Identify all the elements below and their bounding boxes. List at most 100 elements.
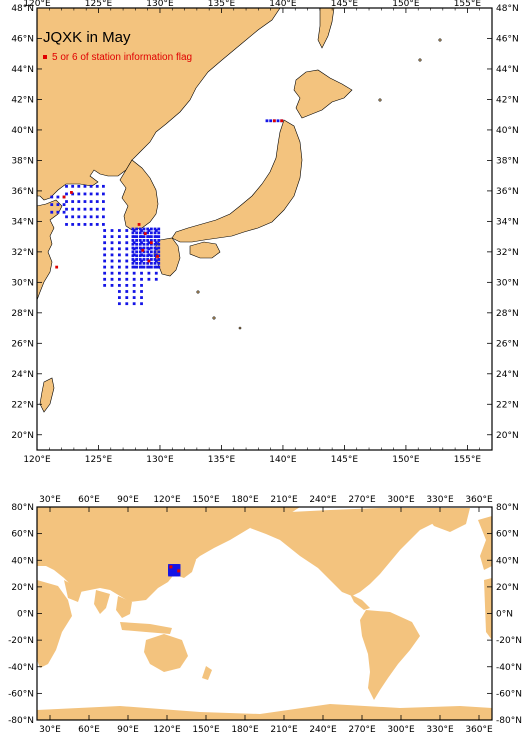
station-marker [149,235,153,239]
x-tick-label: 155°E [454,455,482,465]
south-america [360,610,420,700]
station-marker [140,271,143,275]
station-marker [56,195,60,199]
flagged-station [156,255,159,258]
new-zealand [202,666,212,680]
flagged-station [62,195,66,199]
station-marker [140,277,143,281]
station-marker [89,223,93,226]
x-tick-label: 120°E [153,495,181,505]
station-marker [157,239,161,242]
station-marker [83,223,87,226]
station-marker [71,184,75,188]
station-marker [125,302,129,306]
station-marker [77,207,81,211]
station-marker [146,265,150,269]
station-marker [131,231,135,235]
station-marker [131,235,135,239]
station-marker [131,227,135,231]
hokkaido [293,69,353,119]
station-marker [147,241,151,245]
station-marker [110,229,114,232]
station-marker [132,296,136,299]
sakhalin [317,7,335,49]
station-marker [103,259,107,263]
station-marker [132,283,136,287]
station-marker [138,261,142,265]
global-stations [168,564,181,577]
station-marker [138,242,142,246]
station-marker [276,119,280,123]
station-marker [135,265,139,269]
station-marker [89,192,93,196]
station-marker [95,223,99,226]
station-marker [153,258,157,261]
station-marker [138,227,142,231]
station-marker [146,235,150,239]
station-marker [153,261,157,265]
station-marker [171,564,175,568]
station-marker [117,265,121,269]
station-marker [153,227,157,231]
africa-right [484,578,492,640]
station-marker [149,265,153,269]
y-tick-label: 38°N [496,156,519,166]
north-america [250,508,440,596]
y-tick-label: 60°N [11,530,34,540]
station-marker [154,271,158,275]
station-marker [135,231,139,235]
honshu [171,119,303,243]
regional-stations [50,119,284,306]
x-tick-label: 360°E [465,495,493,505]
station-marker [110,271,114,275]
station-marker [135,250,139,254]
station-marker [140,296,143,299]
y-tick-label: 40°N [496,126,519,136]
station-marker [157,231,161,235]
station-marker [154,229,158,232]
y-tick-label: 22°N [496,400,519,410]
x-tick-label: 125°E [85,0,113,9]
station-marker [142,235,146,239]
station-marker [138,231,142,235]
station-marker [135,258,139,261]
flagged-station [149,241,153,245]
x-tick-label: 120°E [23,455,51,465]
station-marker [89,200,93,203]
station-marker [89,184,93,188]
global-land [37,507,492,720]
y-tick-label: 44°N [11,65,34,75]
y-tick-label: 0°N [496,610,513,620]
station-marker [102,184,105,188]
station-marker [140,283,143,287]
station-marker [103,283,107,287]
y-tick-label: 28°N [496,309,519,319]
station-marker [157,265,161,269]
station-marker [103,235,107,239]
y-tick-label: -60°N [8,689,34,699]
station-marker [157,242,161,246]
y-tick-label: 28°N [11,309,34,319]
station-marker [71,192,75,196]
x-tick-label: 180°E [231,495,259,505]
station-marker [140,241,143,245]
station-marker [147,229,151,232]
x-tick-label: 270°E [348,495,376,505]
station-marker [77,200,81,203]
station-marker [153,242,157,246]
station-marker [142,227,146,231]
station-marker [103,271,107,275]
station-marker [177,564,181,568]
station-marker [153,231,157,235]
station-marker [146,242,150,246]
y-tick-label: 46°N [496,34,519,44]
africa [37,580,72,668]
taiwan [39,377,55,413]
x-tick-label: 120°E [153,725,181,735]
x-tick-label: 60°E [78,725,100,735]
station-marker [142,250,146,254]
station-marker [135,246,139,250]
y-tick-label: 34°N [496,217,519,227]
station-marker [138,239,142,242]
